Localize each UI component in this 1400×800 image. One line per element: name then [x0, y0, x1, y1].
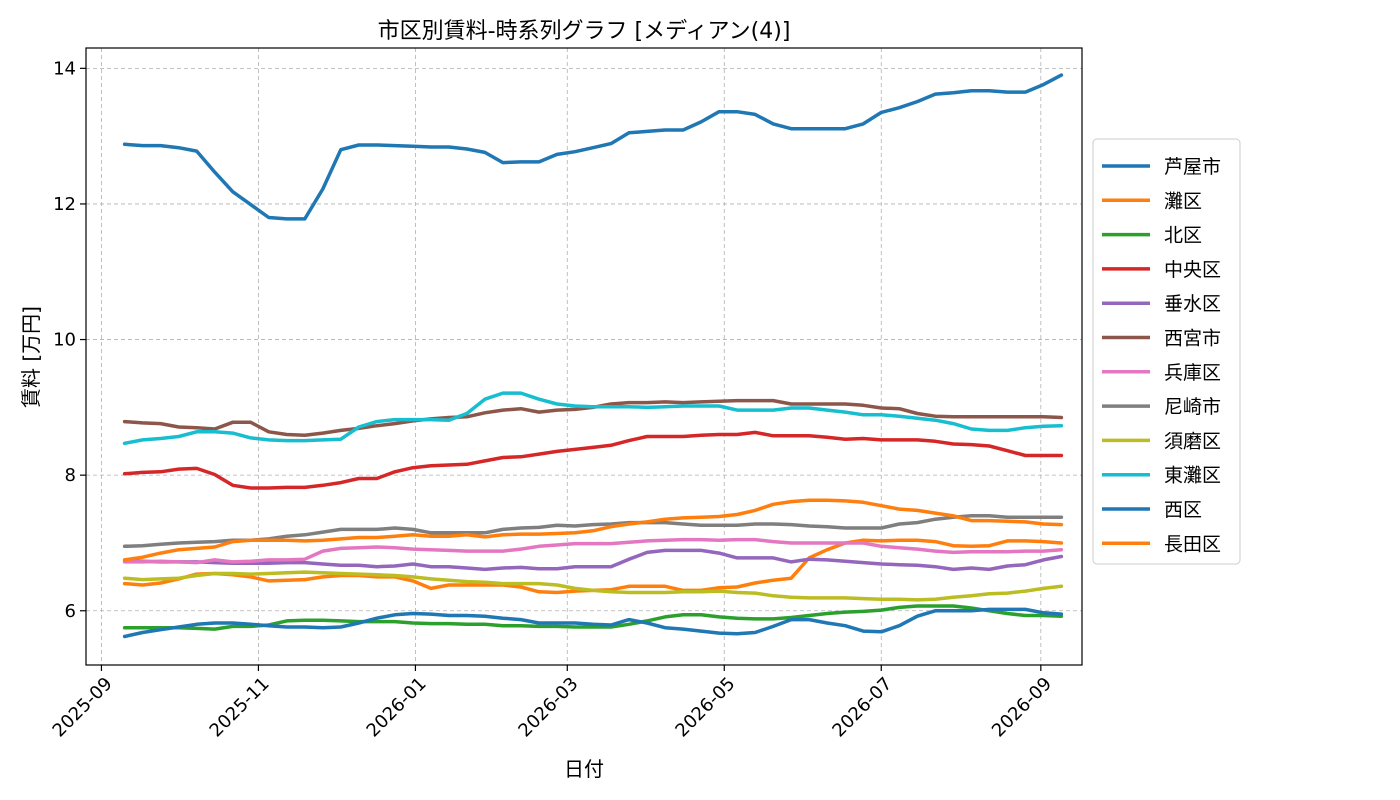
legend-label: 尼崎市: [1164, 396, 1221, 418]
legend-item: 垂水区: [1102, 293, 1221, 315]
legend-item: 灘区: [1102, 190, 1202, 212]
y-tick-label: 10: [53, 330, 76, 351]
legend-label: 兵庫区: [1164, 362, 1221, 384]
series-line-6: [122, 537, 1064, 565]
series-line-10: [122, 607, 1064, 639]
series-line-3: [122, 430, 1064, 490]
legend-label: 須磨区: [1164, 430, 1221, 452]
legend-label: 灘区: [1164, 190, 1202, 212]
legend-label: 西区: [1164, 499, 1202, 521]
legend-item: 北区: [1102, 225, 1202, 247]
legend-item: 東灘区: [1102, 465, 1221, 487]
legend-label: 東灘区: [1164, 465, 1221, 487]
y-tick-label: 8: [65, 465, 76, 486]
series-line-0: [122, 73, 1064, 221]
legend-label: 垂水区: [1164, 293, 1221, 315]
legend-item: 兵庫区: [1102, 362, 1221, 384]
x-axis-ticks: 2025-09 2025-11 2026-01 2026-03 2026-05 2026-…: [49, 665, 1056, 741]
legend-item: 西宮市: [1102, 328, 1221, 350]
legend-label: 芦屋市: [1164, 156, 1221, 178]
y-axis-title: 賃料 [万円]: [19, 306, 43, 408]
plot-area-frame: [85, 47, 1083, 666]
legend-item: 長田区: [1102, 533, 1221, 555]
series-line-2: [122, 604, 1064, 631]
series-line-9: [122, 391, 1064, 446]
legend-frame: [1092, 138, 1241, 565]
series-line-7: [122, 514, 1064, 549]
legend-item: 中央区: [1102, 259, 1221, 281]
legend-label: 西宮市: [1164, 328, 1221, 350]
x-tick-label: 2025-11: [206, 673, 274, 741]
x-tick-label: 2026-01: [363, 673, 431, 741]
y-axis-ticks: 6 8 10 12 14: [53, 58, 86, 622]
x-axis-title: 日付: [564, 757, 604, 781]
legend-item: 尼崎市: [1102, 396, 1221, 418]
x-tick-label: 2026-07: [828, 673, 896, 741]
legend-label: 中央区: [1164, 259, 1221, 281]
x-tick-label: 2025-09: [49, 673, 117, 741]
legend-label: 長田区: [1164, 533, 1221, 555]
legend-item: 西区: [1102, 499, 1202, 521]
legend-item: 須磨区: [1102, 430, 1221, 452]
x-tick-label: 2026-03: [514, 673, 582, 741]
legend-item: 芦屋市: [1102, 156, 1221, 178]
x-tick-label: 2026-09: [988, 673, 1056, 741]
y-tick-label: 14: [53, 58, 76, 79]
chart-title: 市区別賃料-時系列グラフ [メディアン(4)]: [378, 19, 791, 44]
series-lines: [122, 73, 1064, 639]
series-line-8: [122, 570, 1064, 602]
x-tick-label: 2026-05: [671, 673, 739, 741]
y-tick-label: 6: [65, 601, 76, 622]
series-line-11: [122, 498, 1064, 562]
y-tick-label: 12: [53, 194, 76, 215]
series-line-4: [122, 548, 1064, 572]
legend-label: 北区: [1164, 225, 1202, 247]
